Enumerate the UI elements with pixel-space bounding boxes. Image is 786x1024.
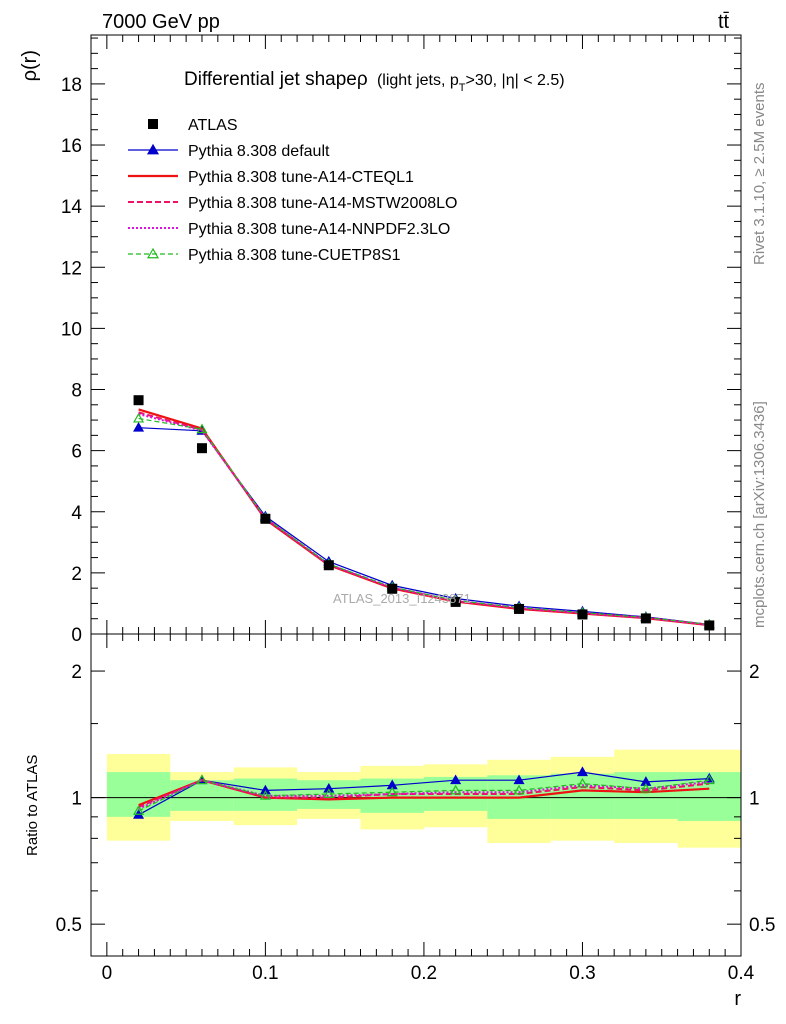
data-point-atlas <box>323 560 334 571</box>
y-tick-label: 8 <box>71 381 82 402</box>
series-line-default <box>138 771 710 816</box>
uncertainty-band-green <box>233 778 298 811</box>
x-tick-label: 0.3 <box>569 963 595 984</box>
y-tick-label: 12 <box>61 258 82 279</box>
marker-default <box>576 766 588 777</box>
legend-marker-cuetp <box>146 247 160 259</box>
upper-y-label: ρ(r) <box>19 50 41 81</box>
legend-marker-default <box>146 143 160 155</box>
data-point-atlas <box>514 603 525 614</box>
marker-default <box>450 774 462 785</box>
y-tick-label: 2 <box>71 564 82 585</box>
data-point-atlas <box>133 395 144 406</box>
lower-frame <box>90 633 742 957</box>
series-line-nnpdf <box>138 779 710 810</box>
upper-panel: 0 2 4 6 8 10 12 14 16 18 ρ(r) ATLAS_2013_I1243871… <box>19 34 742 646</box>
data-point-atlas <box>577 609 588 620</box>
data-point-atlas <box>387 583 398 594</box>
marker-default <box>323 782 335 793</box>
data-point-atlas <box>450 596 461 607</box>
x-axis-label: r <box>734 988 741 1010</box>
marker-cuetp <box>640 782 652 793</box>
y-tick-label: 0 <box>71 625 82 646</box>
data-point-atlas <box>260 513 271 524</box>
marker-cuetp <box>386 786 398 797</box>
watermark: ATLAS_2013_I1243871 <box>333 591 471 606</box>
legend-label-data: ATLAS <box>188 117 238 134</box>
x-tick-label: 0.2 <box>411 963 437 984</box>
rivet-label: Rivet 3.1.10, ≥ 2.5M events <box>751 83 768 266</box>
lower-panel: 0.5 0.5 1 1 2 2 0 0.1 0.2 0.3 0.4 Ratio to ATLAS r <box>24 633 775 1010</box>
ratio-y-tick-label-right: 0.5 <box>749 915 775 936</box>
legend-marker-data <box>148 119 158 129</box>
legend-label-nnpdf: Pythia 8.308 tune-A14-NNPDF2.3LO <box>188 221 450 238</box>
uncertainty-band-green <box>550 773 615 819</box>
marker-default <box>133 422 145 432</box>
y-tick-label: 14 <box>61 197 83 218</box>
marker-cuetp <box>323 788 335 798</box>
main-title: Differential jet shapeρ (light jets, pT>… <box>184 69 565 94</box>
marker-default <box>259 784 271 795</box>
marker-cuetp <box>259 790 271 800</box>
marker-cuetp <box>196 774 208 785</box>
marker-default <box>513 774 525 785</box>
ratio-y-tick-label-left: 2 <box>71 662 82 683</box>
legend-label-mstw: Pythia 8.308 tune-A14-MSTW2008LO <box>188 195 457 212</box>
legend-label-cteql1: Pythia 8.308 tune-A14-CTEQL1 <box>188 169 414 186</box>
x-tick-label: 0.4 <box>728 963 755 984</box>
legend: ATLAS Pythia 8.308 default Pythia 8.308 tu… <box>128 117 457 264</box>
marker-cuetp <box>703 774 715 785</box>
marker-cuetp <box>196 423 208 434</box>
y-tick-label: 10 <box>61 319 82 340</box>
legend-label-default: Pythia 8.308 default <box>188 143 330 160</box>
y-tick-label: 16 <box>61 136 82 157</box>
ratio-y-tick-label-right: 1 <box>749 789 760 810</box>
ratio-y-tick-label-left: 0.5 <box>56 915 82 936</box>
x-tick-label: 0 <box>102 963 113 984</box>
x-tick-label: 0.1 <box>252 963 278 984</box>
legend-label-cuetp: Pythia 8.308 tune-CUETP8S1 <box>188 247 401 264</box>
ratio-y-tick-label-right: 2 <box>749 662 760 683</box>
marker-cuetp <box>133 805 145 815</box>
y-tick-label: 18 <box>61 75 82 96</box>
series-line-nnpdf <box>138 413 710 626</box>
y-tick-label: 4 <box>71 503 82 524</box>
mcplots-label: mcplots.cern.ch [arXiv:1306.3436] <box>751 401 768 628</box>
y-tick-label: 6 <box>71 442 82 463</box>
marker-cuetp <box>513 784 525 795</box>
header-left: 7000 GeV pp <box>102 11 220 33</box>
header-right: tt̄ <box>718 11 730 33</box>
marker-cuetp <box>133 412 145 423</box>
marker-cuetp <box>576 777 588 788</box>
data-point-atlas <box>640 613 651 624</box>
lower-y-label: Ratio to ATLAS <box>24 755 41 856</box>
data-point-atlas <box>196 443 207 454</box>
data-point-atlas <box>704 620 715 631</box>
ratio-y-tick-label-left: 1 <box>71 789 82 810</box>
marker-cuetp <box>450 784 462 795</box>
